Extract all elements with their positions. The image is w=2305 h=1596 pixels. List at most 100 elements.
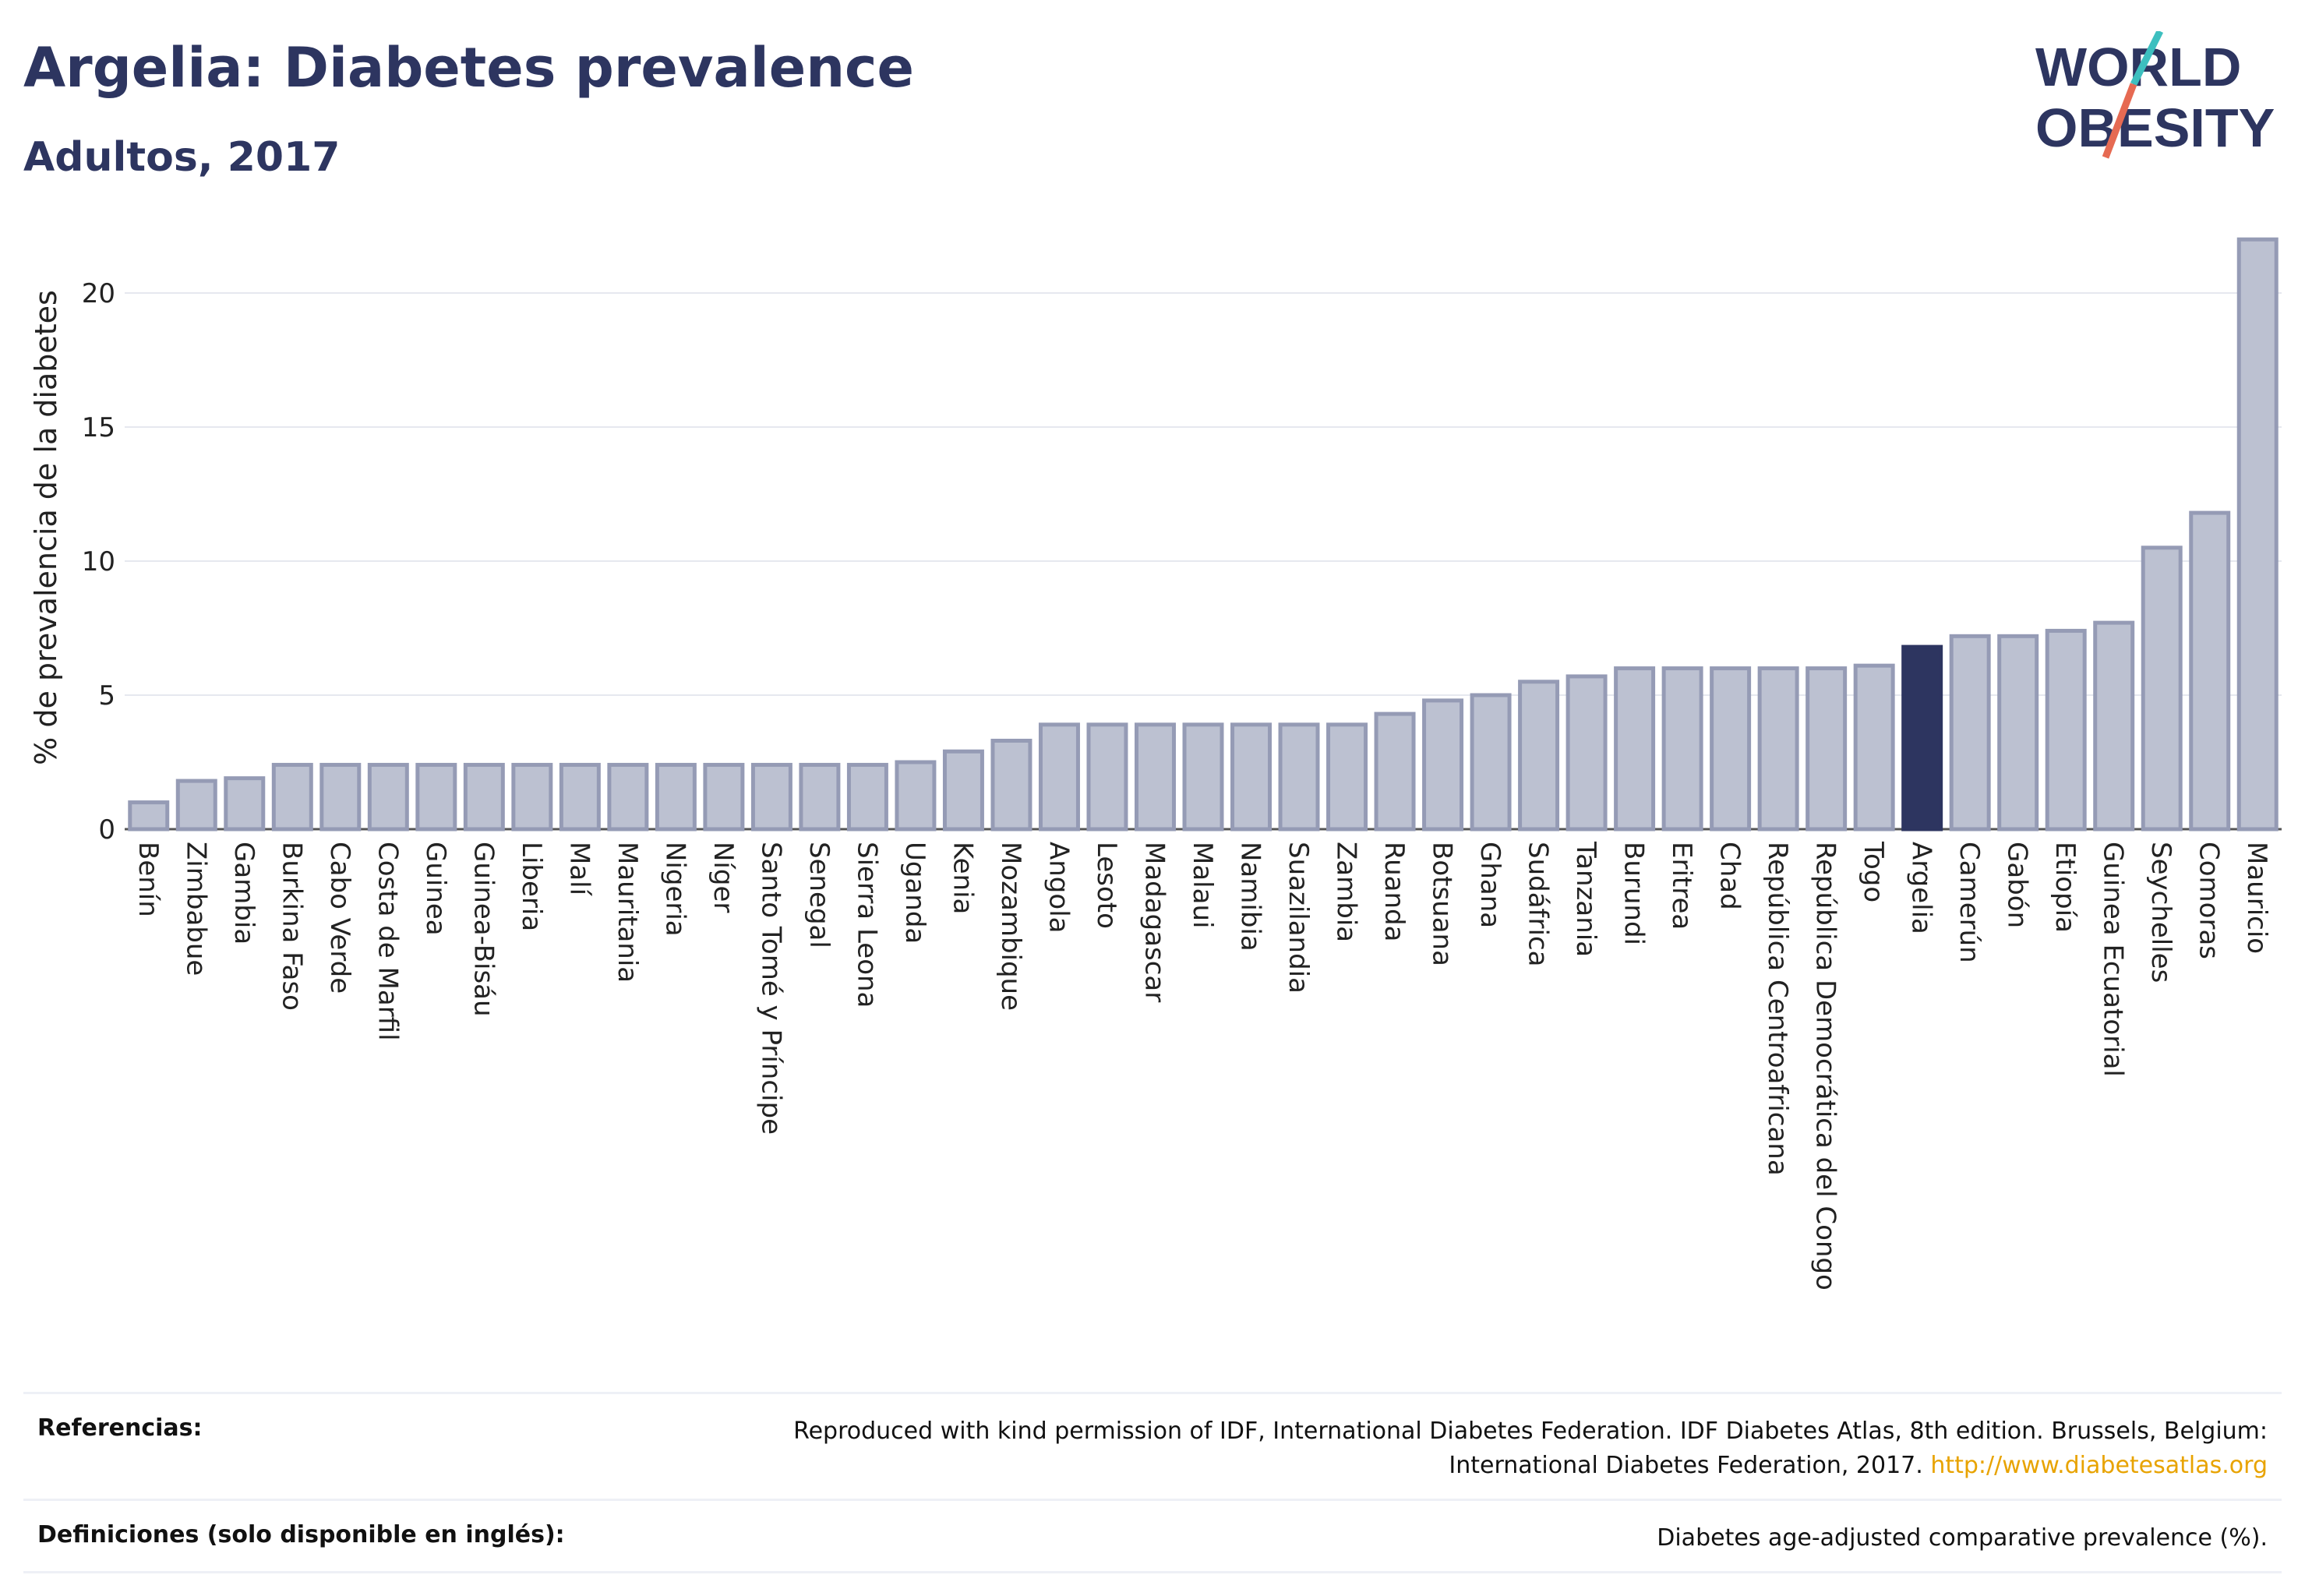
bar [1518, 680, 1560, 832]
x-tick-label: Togo [1858, 841, 1889, 902]
references-label: Referencias: [37, 1414, 203, 1442]
bar [750, 762, 792, 832]
x-tick-label: Ruanda [1378, 842, 1410, 941]
bar [367, 762, 409, 832]
bar [1374, 711, 1416, 832]
y-tick-label: 0 [98, 814, 115, 846]
x-tick-label: Níger [708, 842, 739, 913]
logo-slash-coral [2102, 83, 2137, 159]
bar [319, 762, 362, 832]
bar [1470, 693, 1512, 832]
x-tick-label: Cabo Verde [324, 842, 355, 994]
references-text: Reproduced with kind permission of IDF, … [670, 1414, 2268, 1483]
bar [271, 762, 313, 832]
x-tick-label: Mauritania [612, 842, 643, 983]
x-tick-label: Lesoto [1091, 842, 1122, 929]
x-tick-label: Tanzania [1570, 841, 1601, 957]
x-tick-label: Madagascar [1138, 842, 1170, 1002]
bar [1278, 722, 1320, 832]
chart-title: Argelia: Diabetes prevalence [23, 36, 915, 100]
x-tick-label: Gambia [228, 842, 259, 945]
bar [1949, 634, 1991, 832]
bar [895, 760, 937, 832]
bar [2093, 620, 2135, 832]
x-tick-label: Guinea Ecuatorial [2098, 842, 2129, 1077]
definitions-text: Diabetes age-adjusted comparative preval… [1657, 1524, 2268, 1552]
bar [1230, 722, 1273, 832]
logo-slash-teal [2130, 31, 2164, 87]
bar [1565, 674, 1608, 832]
definitions-row: Definiciones (solo disponible en inglés)… [23, 1499, 2282, 1573]
references-link[interactable]: http://www.diabetesatlas.org [1930, 1452, 2268, 1479]
x-tick-label: República Democrática del Congo [1810, 842, 1841, 1291]
references-body: Reproduced with kind permission of IDF, … [793, 1418, 2268, 1479]
bar [1086, 722, 1128, 832]
x-tick-label: Mozambique [995, 842, 1026, 1011]
x-tick-label: Nigeria [659, 842, 690, 937]
bar [655, 762, 697, 832]
x-tick-label: Senegal [803, 842, 835, 948]
x-tick-label: Argelia [1906, 842, 1937, 934]
x-tick-label: Benín [132, 842, 164, 917]
bar [1806, 666, 1848, 832]
x-tick-label: Botsuana [1427, 842, 1458, 966]
bar [559, 762, 601, 832]
bar [1710, 666, 1752, 832]
y-tick-label: 10 [82, 546, 115, 577]
x-tick-label: Costa de Marfil [372, 842, 403, 1041]
x-tick-label: Mauricio [2241, 842, 2272, 954]
bar [2141, 546, 2183, 832]
bar-chart: 0 5 10 15 20 % de prevalencia de la diabetes B… [29, 237, 2282, 1291]
bar [415, 762, 457, 832]
bar [1901, 644, 1943, 832]
bar [2045, 628, 2087, 832]
x-tick-label: Namibia [1235, 842, 1266, 952]
y-tick-label: 20 [82, 278, 115, 309]
bar [128, 800, 170, 832]
x-tick-label: República Centroafricana [1762, 842, 1793, 1176]
x-tick-label: Malaui [1187, 842, 1218, 928]
bar [1661, 666, 1703, 832]
x-tick-label: Guinea [420, 842, 451, 936]
x-tick-label: Santo Tomé y Príncipe [755, 842, 786, 1135]
references-table: Referencias: Reproduced with kind permis… [23, 1392, 2282, 1573]
bar [1997, 634, 2039, 832]
x-tick-label: Malí [563, 842, 595, 897]
y-tick-label: 15 [82, 412, 115, 443]
bar [2236, 237, 2279, 832]
bar [463, 762, 505, 832]
x-tick-label: Seychelles [2145, 842, 2176, 983]
bar [1422, 698, 1464, 832]
bar [175, 779, 217, 832]
x-tick-label: Sudáfrica [1523, 842, 1554, 966]
x-tick-label: Uganda [899, 842, 930, 944]
bar [1182, 722, 1224, 832]
x-tick-label: Zimbabue [180, 842, 211, 976]
bar [990, 738, 1032, 832]
references-row: Referencias: Reproduced with kind permis… [23, 1392, 2282, 1499]
x-tick-label: Sierra Leona [851, 842, 882, 1008]
bar [2189, 510, 2231, 832]
bar [703, 762, 745, 832]
x-tick-label: Eritrea [1666, 842, 1697, 930]
x-tick-label: Etiopía [2049, 842, 2081, 933]
x-tick-label: Kenia [947, 842, 978, 914]
x-tick-label: Guinea-Bisáu [468, 842, 499, 1017]
bar [942, 749, 984, 832]
bar [1614, 666, 1656, 832]
x-tick-label: Burundi [1618, 842, 1650, 945]
x-tick-label: Liberia [516, 842, 547, 931]
x-tick-label: Angola [1043, 842, 1074, 933]
bar [1326, 722, 1368, 832]
bar [1038, 722, 1080, 832]
x-tick-label: Camerún [1954, 842, 1985, 963]
world-obesity-logo: WORLD OBESITY [2035, 31, 2275, 159]
y-axis-label: % de prevalencia de la diabetes [29, 290, 63, 765]
y-tick-label: 5 [98, 680, 115, 711]
bar [1757, 666, 1799, 832]
x-tick-label: Zambia [1331, 842, 1362, 942]
x-tick-label: Burkina Faso [276, 842, 307, 1011]
bar [511, 762, 553, 832]
definitions-label: Definiciones (solo disponible en inglés)… [37, 1521, 565, 1548]
bar [224, 776, 266, 832]
